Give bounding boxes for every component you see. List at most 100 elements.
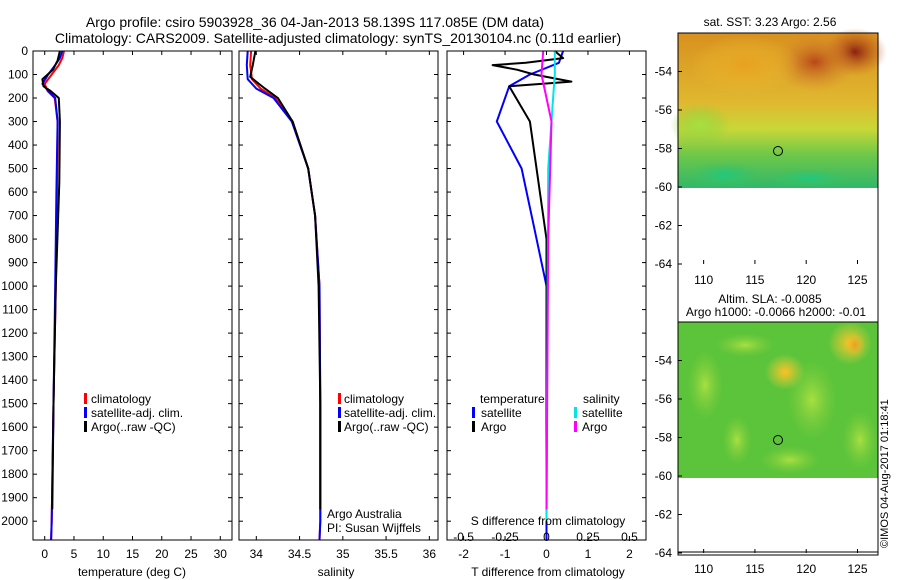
sst-heatmap [670,28,887,189]
sst-map-panel: sat. SST: 3.23 Argo: 2.56 110 115 120 125 -5… [655,15,887,553]
legend-swatch-satellite [84,407,87,418]
legend-label-satellite: satellite-adj. clim. [344,406,436,420]
legend-label-t-satellite: satellite [481,406,522,420]
depth-tick-label: 1600 [1,420,28,434]
argo-credit-line1: Argo Australia [327,507,402,521]
x-tick-label: 34 [250,547,264,561]
salinity-legend: climatology satellite-adj. clim. Argo(..… [338,392,436,434]
depth-tick-label: 800 [8,232,28,246]
x-tick-label: 20 [155,547,169,561]
x-tick-label: 10 [97,547,111,561]
salinity-ticks [239,50,438,540]
legend-header-salinity: salinity [583,392,620,406]
depth-tick-label: 100 [8,68,28,82]
series-line-argo-raw-qc [41,50,61,510]
salinity-xticklabels: 34 34.5 35 35.5 36 [250,547,437,561]
x-tick-label: -1 [500,547,511,561]
legend-swatch-s-argo [574,421,577,432]
temperature-series [41,50,65,541]
depth-tick-label: 400 [8,138,28,152]
legend-label-climatology: climatology [91,392,151,406]
imos-credit: ©IMOS 04-Aug-2017 01:18:41 [879,399,891,548]
legend-swatch-argo [84,421,87,432]
x-tick-label: 0 [41,547,48,561]
sla-map-title: Altim. SLA: -0.0085 [718,292,822,306]
map-x-tick-label: 110 [694,562,713,576]
map-y-tick-label: -62 [655,508,673,522]
legend-swatch-t-satellite [472,407,475,418]
x-tick-label: 2 [626,547,633,561]
x-tick-label: 5 [71,547,78,561]
depth-tick-label: 1200 [1,326,28,340]
legend-header-temperature: temperature [480,392,545,406]
salinity-series [245,50,322,541]
difference-ticks [447,50,646,540]
t-difference-label: T difference from climatology [471,565,625,579]
temperature-xlabel: temperature (deg C) [78,565,186,579]
map-y-tick-label: -54 [655,354,673,368]
sla-heatmap [678,321,878,478]
map-x-tick-label: 125 [847,562,867,576]
depth-tick-label: 500 [8,162,28,176]
sst-map-frame [677,32,879,553]
legend-label-satellite: satellite-adj. clim. [91,406,183,420]
map-y-tick-label: -62 [655,219,673,233]
series-line-s-argo [540,50,553,510]
sla-map-subtitle: Argo h1000: -0.0066 h2000: -0.01 [686,305,866,319]
figure-title-line1: Argo profile: csiro 5903928_36 04-Jan-20… [86,14,544,30]
depth-tick-label: 1300 [1,350,28,364]
legend-label-t-argo: Argo [481,420,507,434]
depth-tick-label: 200 [8,91,28,105]
map-y-tick-label: -60 [655,180,673,194]
map-x-tick-label: 120 [796,273,816,287]
x-tick-label: 34.5 [288,547,312,561]
map-x-tick-label: 110 [694,273,713,287]
legend-label-argo: Argo(..raw -QC) [344,420,429,434]
series-line-satellite-adj-clim [245,50,322,541]
x-tick-label: 30 [214,547,228,561]
map-y-tick-label: -56 [655,103,673,117]
legend-swatch-t-argo [472,421,475,432]
x-tick-label: 1 [585,547,592,561]
depth-tick-label: 1900 [1,491,28,505]
depth-tick-label: 2000 [1,514,28,528]
s-tick-label: -0.5 [453,530,474,544]
series-line-climatology [249,50,322,541]
map-x-tick-label: 125 [847,273,867,287]
difference-legend: temperature salinity satellite Argo sate… [472,392,623,434]
map-x-tick-label: 115 [745,562,764,576]
s-tick-label: 0.25 [576,530,600,544]
s-tick-label: 0 [543,530,550,544]
x-tick-label: 35 [336,547,350,561]
x-tick-label: -2 [458,547,469,561]
depth-tick-label: 700 [8,209,28,223]
map-y-tick-label: -58 [655,431,673,445]
sst-map-ticks: 110 115 120 125 -54 -56 -58 -60 -62 -64 [655,65,868,288]
depth-tick-label: 1700 [1,444,28,458]
legend-label-climatology: climatology [344,392,404,406]
s-tick-label: 0.5 [621,530,638,544]
salinity-diff-ticklabels: -0.5 -0.25 0 0.25 0.5 [453,530,638,544]
legend-label-argo: Argo(..raw -QC) [91,420,176,434]
sla-map-ticks: 110 115 120 125 -54 -56 -58 -60 -62 -64 [655,354,868,577]
legend-swatch-s-satellite [574,407,577,418]
difference-panel: -2 -1 0 1 2 -0.5 -0.25 0 0.25 0.5 S difference f… [446,50,647,579]
depth-tick-label: 1100 [2,303,28,317]
temperature-ticks [33,50,232,540]
legend-label-s-argo: Argo [582,420,608,434]
sst-map-title: sat. SST: 3.23 Argo: 2.56 [704,15,837,29]
depth-tick-label: 1400 [1,373,28,387]
sla-argo-marker [773,435,783,445]
depth-tick-label: 600 [8,185,28,199]
difference-series [491,50,573,540]
temperature-legend: climatology satellite-adj. clim. Argo(..… [84,392,183,434]
map-y-tick-label: -64 [655,257,673,271]
map-x-tick-label: 120 [796,562,816,576]
depth-tick-label: 1800 [1,467,28,481]
series-line-t-satellite [495,50,565,540]
salinity-axes-frame [238,50,439,541]
x-tick-label: 35.5 [374,547,398,561]
salinity-xlabel: salinity [318,565,355,579]
map-y-tick-label: -64 [655,546,673,560]
